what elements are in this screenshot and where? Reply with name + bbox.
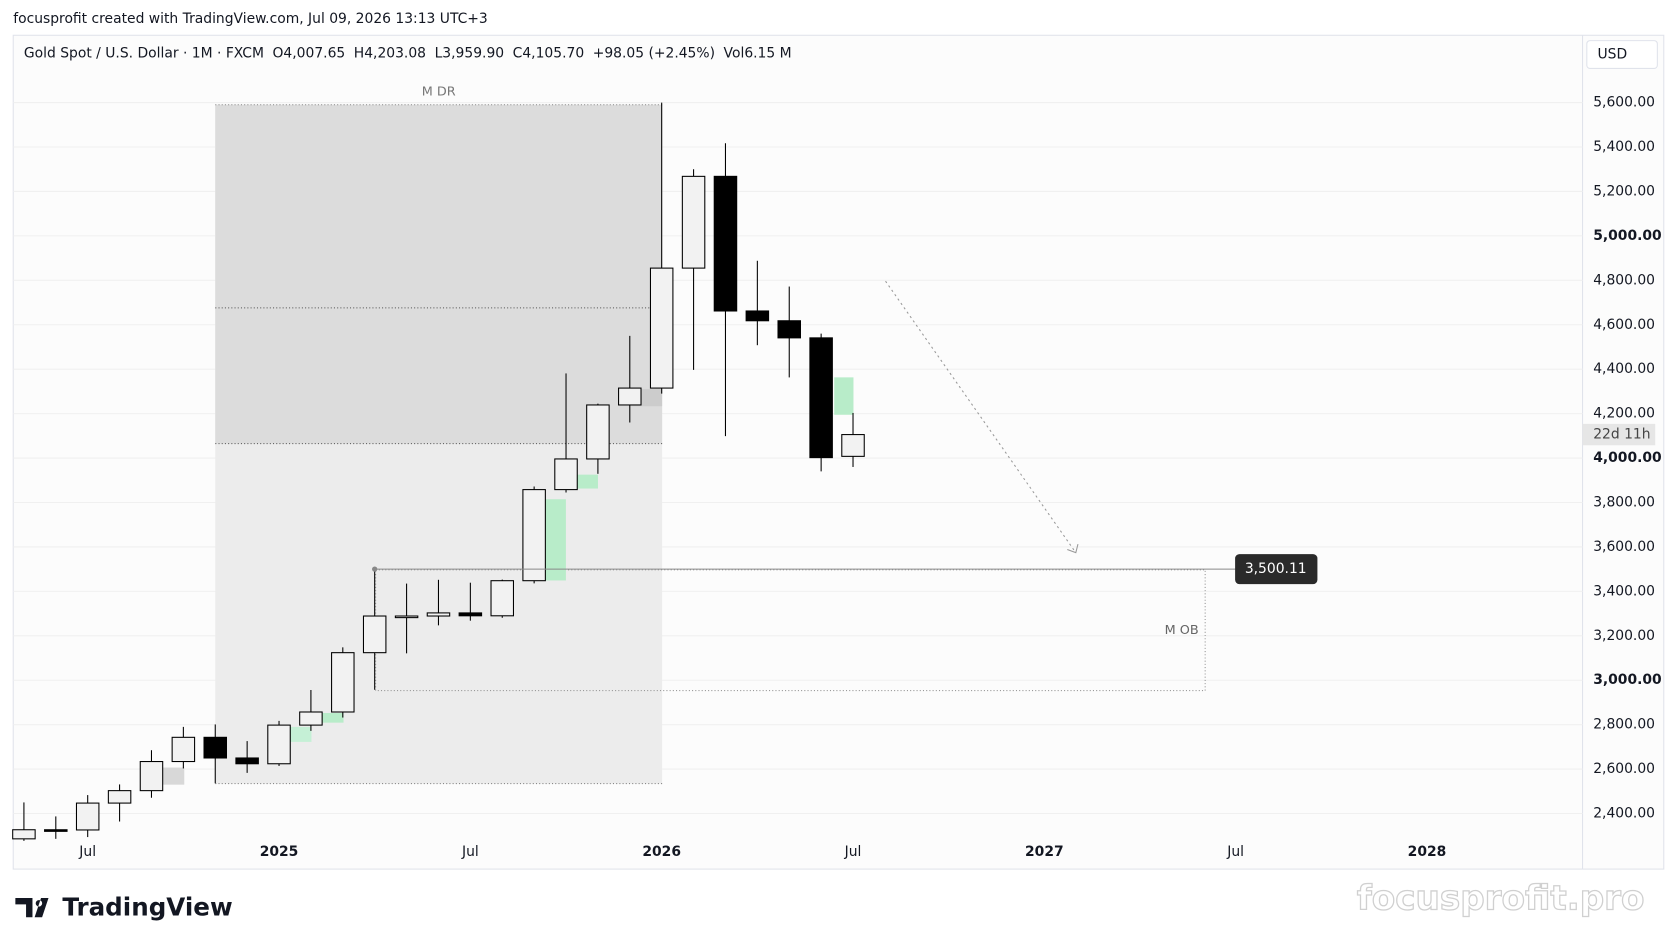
y-tick-label: 5,200.00 (1593, 183, 1655, 199)
candle-body (809, 337, 833, 459)
gap-box (834, 377, 854, 415)
legend-value: 4,203.08 (364, 45, 426, 61)
y-tick-label: 4,400.00 (1593, 361, 1655, 377)
gap-box (311, 713, 344, 723)
y-tick-label: 4,200.00 (1593, 406, 1655, 422)
legend-key: L (435, 45, 443, 61)
y-tick-label: 4,600.00 (1593, 317, 1655, 333)
x-tick-label: 2026 (642, 844, 681, 860)
candle-body (12, 829, 36, 840)
y-tick-label: 3,800.00 (1593, 494, 1655, 510)
candle-body (554, 458, 578, 491)
legend-value: 4,007.65 (283, 45, 345, 61)
legend-key: O (273, 45, 284, 61)
x-tick-label: 2025 (260, 844, 299, 860)
y-tick-label: 4,800.00 (1593, 272, 1655, 288)
candle-body (522, 489, 546, 582)
candle-body (75, 802, 100, 831)
candle-body (107, 790, 132, 804)
x-tick-label: 2027 (1025, 844, 1064, 860)
legend: O 4,007.65 H 4,203.08 L 3,959.90 C 4,105.70 +98.… (273, 45, 792, 61)
candle-body (44, 829, 68, 832)
zone-label: M DR (422, 84, 456, 99)
legend-value: 6.15 M (744, 45, 791, 61)
candle-body (362, 615, 387, 654)
candle-body (235, 757, 259, 765)
y-tick-label: 3,400.00 (1593, 583, 1655, 599)
premium-zone (215, 104, 663, 444)
candle-body (681, 175, 706, 269)
projection-arrow (885, 280, 1077, 553)
x-tick-label: Jul (78, 844, 96, 860)
y-tick-label: 5,400.00 (1593, 139, 1655, 155)
candle-body (426, 612, 451, 617)
price-tag-label: 3,500.11 (1245, 561, 1307, 577)
y-tick-label: 3,000.00 (1593, 672, 1661, 688)
candle-body (618, 387, 642, 406)
candles (12, 102, 865, 841)
credit: focusprofit created with TradingView.com… (13, 11, 488, 27)
candle-body (267, 724, 291, 765)
currency-box[interactable] (1586, 40, 1658, 69)
candle-body (777, 320, 801, 339)
y-tick-label: 2,400.00 (1593, 806, 1655, 822)
candle-body (203, 736, 228, 759)
y-tick-label: 5,000.00 (1593, 228, 1661, 244)
x-tick-label: 2028 (1408, 844, 1447, 860)
legend-key: C (513, 45, 523, 61)
zone-label: M OB (1165, 623, 1199, 638)
countdown-box (1582, 423, 1656, 446)
y-tick-label: 2,600.00 (1593, 761, 1655, 777)
order-block (375, 569, 1206, 692)
candle-body (490, 580, 515, 617)
x-tick-label: Jul (844, 844, 862, 860)
y-tick-label: 5,600.00 (1593, 95, 1655, 111)
arrow-head (1067, 543, 1079, 554)
x-tick-label: Jul (461, 844, 479, 860)
y-tick-label: 3,200.00 (1593, 628, 1655, 644)
candle-body (458, 612, 483, 617)
logo: TradingView (62, 893, 232, 922)
candle-body (745, 310, 770, 322)
price-tag (1235, 554, 1318, 585)
legend-value: +98.05 (+2.45%) (593, 45, 715, 61)
y-tick-label: 4,000.00 (1593, 450, 1661, 466)
candle-body (841, 434, 865, 457)
countdown: 22d 11h (1593, 427, 1650, 443)
legend-key: H (354, 45, 364, 61)
candle-body (713, 175, 738, 312)
candle-body (139, 761, 164, 792)
legend-value: 4,105.70 (522, 45, 584, 61)
y-tick-label: 2,800.00 (1593, 717, 1655, 733)
y-tick-label: 3,600.00 (1593, 539, 1655, 555)
overlay: 3,500.11 22d 11h (372, 423, 1656, 585)
candle-body (171, 736, 196, 763)
currency: USD (1597, 47, 1627, 63)
legend-value: 3,959.90 (442, 45, 504, 61)
watermark: focusprofit.pro (1357, 879, 1645, 919)
legend-key: Vol (724, 45, 745, 61)
candle-body (649, 267, 674, 389)
symbol: Gold Spot / U.S. Dollar · 1M · FXCM (24, 45, 264, 61)
logo-icon (15, 897, 49, 918)
candle-body (586, 404, 610, 460)
candle-body (331, 652, 355, 713)
candle-body (299, 711, 323, 726)
x-tick-label: Jul (1226, 844, 1244, 860)
candle-body (394, 615, 419, 619)
price-anchor (372, 566, 378, 572)
